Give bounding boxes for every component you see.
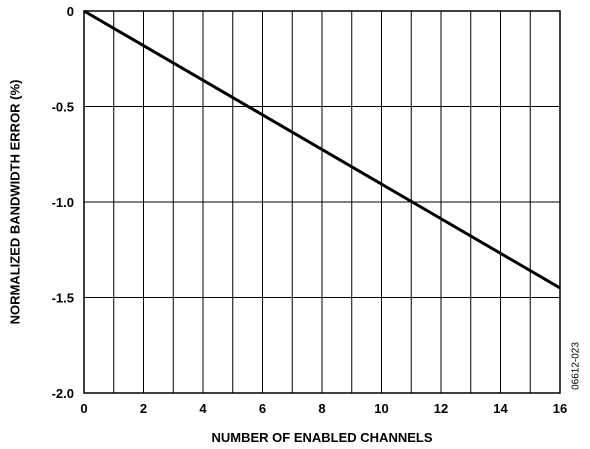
x-axis-ticks: 0 2 4 6 8 10 12 14 16 (80, 401, 567, 416)
y-tick-label: -2.0 (52, 386, 74, 401)
figure-id: 06612-023 (571, 342, 582, 390)
y-tick-label: -1.0 (52, 195, 74, 210)
y-axis-ticks: 0 -0.5 -1.0 -1.5 -2.0 (52, 4, 74, 401)
x-axis-title: NUMBER OF ENABLED CHANNELS (212, 430, 433, 445)
x-tick-label: 4 (199, 401, 207, 416)
y-tick-label: -1.5 (52, 291, 74, 306)
x-tick-label: 16 (553, 401, 567, 416)
x-tick-label: 8 (318, 401, 325, 416)
x-tick-label: 10 (374, 401, 388, 416)
x-tick-label: 2 (140, 401, 147, 416)
plot-frame (83, 10, 561, 394)
series-layer (83, 9, 561, 290)
x-tick-label: 0 (80, 401, 87, 416)
grid (84, 11, 560, 393)
x-tick-label: 12 (434, 401, 448, 416)
y-axis-title: NORMALIZED BANDWIDTH ERROR (%) (7, 80, 22, 325)
x-tick-label: 6 (259, 401, 266, 416)
y-tick-label: -0.5 (52, 100, 74, 115)
x-tick-label: 14 (493, 401, 508, 416)
series-line (83, 9, 561, 290)
y-tick-label: 0 (67, 4, 74, 19)
